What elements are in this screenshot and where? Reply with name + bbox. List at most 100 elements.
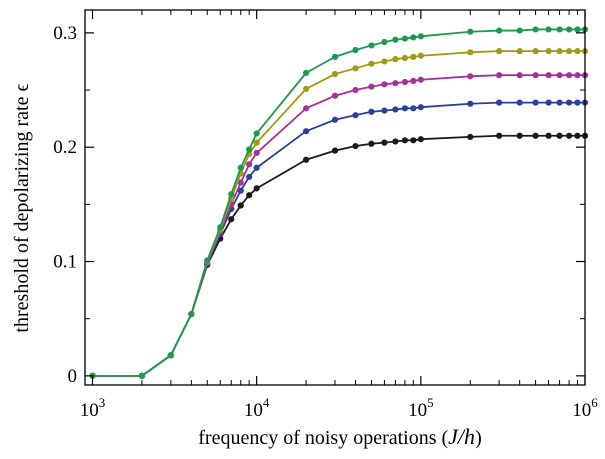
- data-point: [167, 352, 174, 359]
- data-point: [467, 28, 474, 35]
- data-point: [516, 132, 523, 139]
- data-point: [381, 107, 388, 114]
- data-point: [401, 35, 409, 42]
- data-point: [410, 105, 417, 112]
- data-point: [545, 48, 552, 55]
- data-point: [556, 132, 563, 139]
- data-point: [228, 190, 235, 198]
- x-axis-label: frequency of noisy operations (J/h): [198, 424, 481, 449]
- data-point: [532, 26, 539, 33]
- series-line: [92, 74, 585, 377]
- data-point: [565, 26, 573, 33]
- data-point: [381, 58, 388, 65]
- data-point: [331, 92, 339, 99]
- data-point: [417, 33, 424, 40]
- data-point: [556, 99, 563, 106]
- x-tick-label: 104: [244, 395, 270, 421]
- data-point: [496, 72, 503, 79]
- data-point: [467, 49, 474, 56]
- data-point: [392, 106, 399, 113]
- data-point: [565, 99, 573, 106]
- data-point: [246, 146, 253, 153]
- data-point: [545, 26, 552, 33]
- data-point: [331, 116, 339, 123]
- data-point: [237, 187, 244, 194]
- data-point: [188, 311, 195, 318]
- data-point: [237, 164, 244, 171]
- data-point: [217, 224, 224, 231]
- data-point: [401, 78, 409, 86]
- data-point: [302, 85, 310, 92]
- series-line: [92, 101, 585, 377]
- data-point: [352, 65, 359, 72]
- data-point: [574, 48, 581, 55]
- data-point: [392, 80, 399, 87]
- data-point: [516, 27, 523, 34]
- data-point: [204, 257, 211, 264]
- data-point: [401, 105, 409, 112]
- x-tick-labels: 103 104 105 106: [80, 395, 598, 421]
- data-point: [352, 112, 359, 119]
- data-point: [392, 36, 399, 43]
- data-point: [392, 138, 399, 145]
- data-point: [368, 108, 375, 115]
- data-point: [574, 99, 581, 106]
- data-point: [253, 185, 260, 192]
- data-point: [228, 216, 235, 223]
- data-point: [496, 48, 503, 55]
- data-point: [381, 81, 388, 88]
- data-point: [532, 132, 539, 139]
- data-point: [401, 137, 409, 144]
- data-point: [410, 53, 417, 60]
- data-point: [246, 173, 253, 181]
- data-point: [574, 26, 581, 33]
- x-tick-label: 103: [80, 395, 106, 421]
- data-point: [496, 132, 503, 139]
- data-point: [253, 164, 260, 171]
- data-point: [532, 48, 539, 55]
- data-point: [467, 100, 474, 107]
- data-point: [302, 156, 310, 163]
- x-tick-label: 106: [572, 395, 598, 421]
- series-5: [89, 26, 589, 379]
- y-tick-label: 0: [68, 366, 78, 387]
- data-point: [556, 72, 563, 79]
- data-point: [381, 139, 388, 146]
- data-point: [253, 139, 260, 146]
- data-point: [574, 132, 581, 139]
- series-line: [92, 134, 585, 377]
- plot-area: [89, 26, 589, 379]
- series-line: [92, 50, 585, 377]
- data-point: [331, 147, 339, 154]
- data-point: [496, 27, 503, 34]
- series-line: [92, 28, 585, 377]
- data-point: [302, 69, 310, 76]
- data-point: [368, 140, 375, 147]
- data-point: [302, 128, 310, 135]
- data-point: [467, 133, 474, 141]
- data-point: [368, 83, 375, 90]
- data-point: [496, 99, 503, 106]
- data-point: [417, 136, 424, 143]
- series-1: [89, 132, 589, 379]
- data-point: [417, 76, 424, 83]
- data-point: [545, 99, 552, 106]
- data-point: [574, 72, 581, 79]
- y-tick-label: 0.1: [53, 252, 77, 273]
- data-point: [410, 34, 417, 41]
- data-point: [401, 54, 409, 62]
- series-2: [89, 99, 589, 379]
- data-point: [516, 48, 523, 55]
- tick-marks: [85, 10, 586, 385]
- x-tick-label: 105: [408, 395, 434, 421]
- data-point: [331, 53, 339, 60]
- data-point: [246, 192, 253, 199]
- data-point: [352, 142, 359, 150]
- data-point: [532, 72, 539, 79]
- plot-frame: [84, 9, 586, 386]
- data-point: [381, 38, 388, 46]
- data-point: [565, 132, 573, 139]
- data-point: [253, 149, 260, 157]
- data-point: [410, 137, 417, 144]
- data-point: [556, 48, 563, 55]
